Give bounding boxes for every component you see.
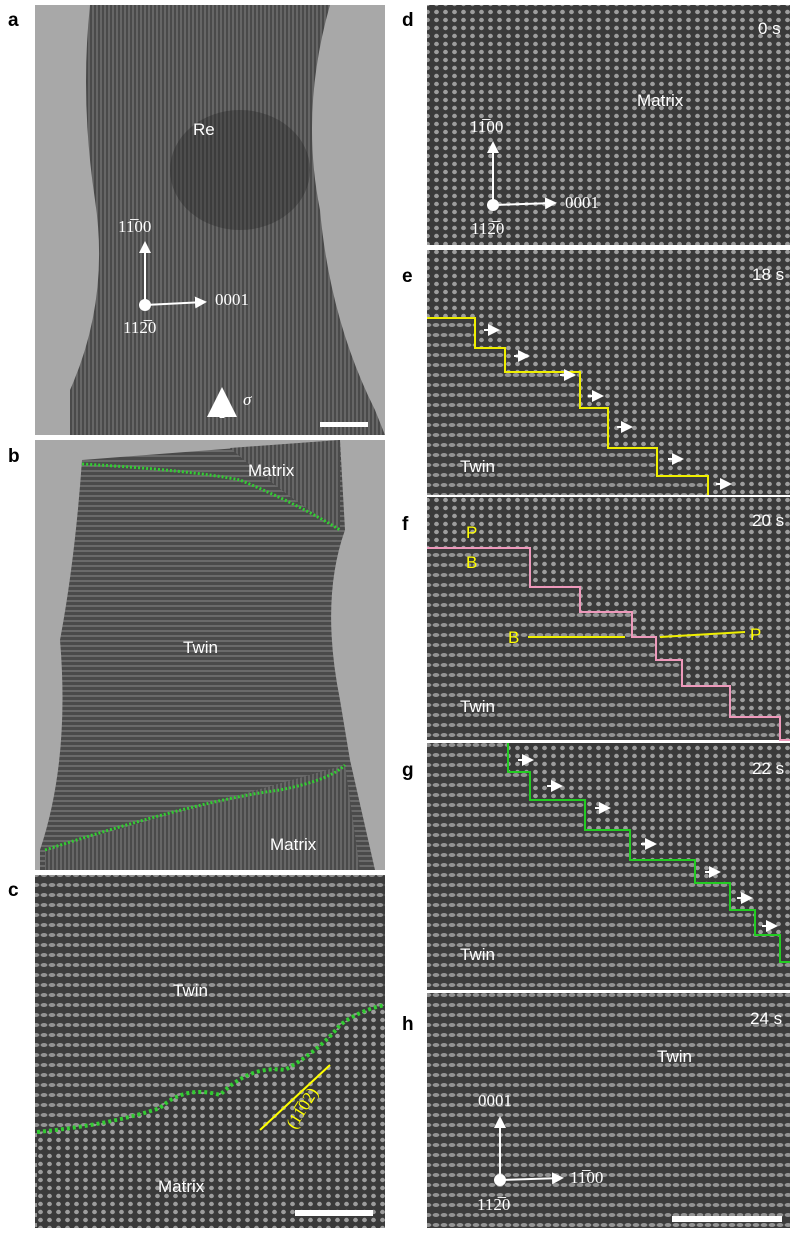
panel-letter: g	[402, 760, 414, 781]
panel-f: f 20 s P B B P Twin	[402, 497, 790, 740]
label: Twin	[183, 638, 218, 657]
panel-letter: a	[8, 10, 19, 31]
time: 22 s	[752, 759, 784, 778]
label: 11̅00	[118, 217, 151, 236]
figure: a Re 11̅00 0001 112̅0 σ b Matrix Twin Ma…	[0, 0, 790, 1234]
panel-e: e 18 s Twin	[402, 250, 790, 495]
label: 0001	[565, 193, 599, 212]
label: P	[466, 523, 477, 542]
time: 0 s	[758, 19, 781, 38]
label: Re	[193, 120, 215, 139]
label: 112̅0	[123, 318, 156, 337]
label: 112̅0	[477, 1195, 510, 1214]
label: Matrix	[637, 91, 684, 110]
label: Twin	[460, 457, 495, 476]
label: 0001	[215, 290, 249, 309]
panel-h: h 24 s Twin 0001 11̅00 112̅0	[402, 993, 790, 1228]
panel-g: g 22 s Twin	[402, 743, 790, 990]
panel-b: b Matrix Twin Matrix	[8, 440, 385, 870]
label: Matrix	[270, 835, 317, 854]
label: 11̅00	[470, 117, 503, 136]
label: Matrix	[158, 1177, 205, 1196]
time: 24 s	[750, 1009, 782, 1028]
panel-d: d 0 s Matrix 11̅00 0001 112̅0	[402, 5, 790, 245]
label: B	[466, 553, 477, 572]
label: Twin	[657, 1047, 692, 1066]
label: Twin	[460, 697, 495, 716]
panel-c: c Twin (11̅02) Matrix	[8, 875, 385, 1228]
panel-a: a Re 11̅00 0001 112̅0 σ	[8, 5, 385, 435]
label: Matrix	[248, 461, 295, 480]
panel-letter: b	[8, 446, 20, 467]
time: 18 s	[752, 265, 784, 284]
time: 20 s	[752, 511, 784, 530]
label: Twin	[173, 981, 208, 1000]
panel-letter: d	[402, 10, 414, 31]
label: B	[508, 628, 519, 647]
label: 11̅00	[570, 1168, 603, 1187]
panel-letter: e	[402, 266, 413, 287]
label: Twin	[460, 945, 495, 964]
label: 0001	[478, 1091, 512, 1110]
panel-letter: c	[8, 880, 19, 901]
panel-letter: f	[402, 514, 409, 535]
panel-letter: h	[402, 1014, 414, 1035]
label: P	[750, 625, 761, 644]
label: σ	[243, 390, 252, 409]
label: 112̅0	[471, 219, 504, 238]
